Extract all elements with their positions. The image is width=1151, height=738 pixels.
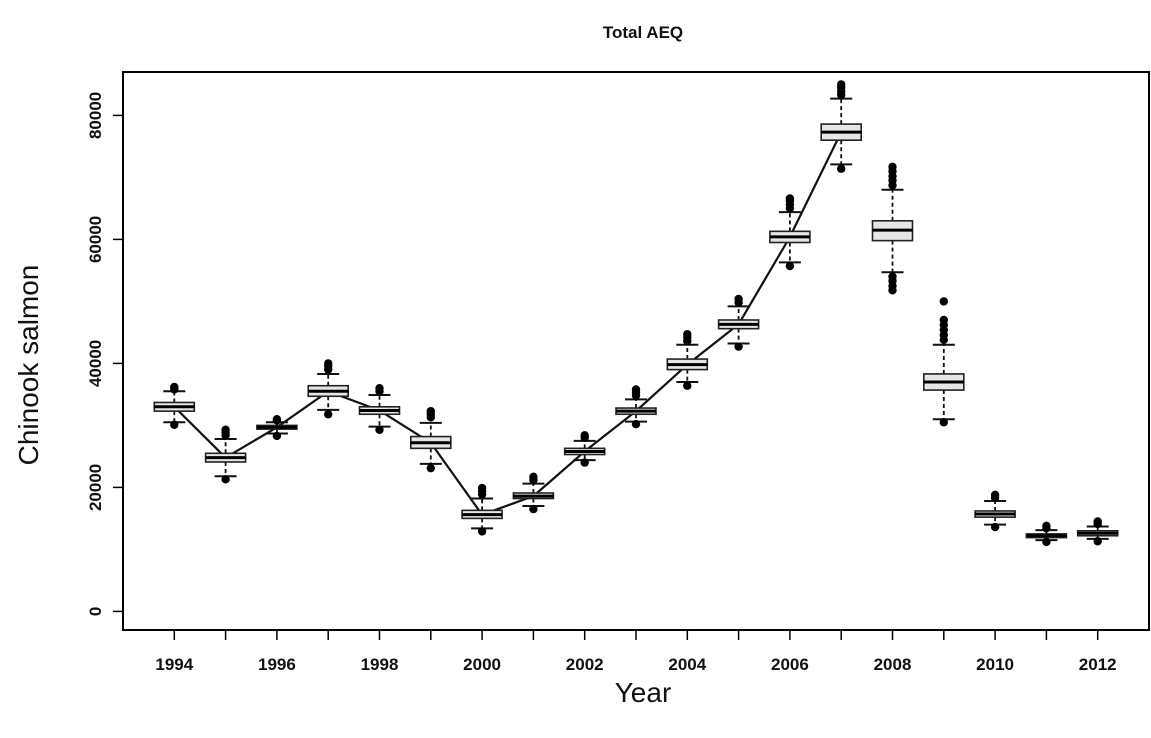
x-tick-label: 2006 [771, 655, 809, 674]
box-1997 [307, 359, 350, 419]
box-2000 [461, 483, 503, 536]
outlier-point [272, 431, 282, 441]
box-1995 [204, 425, 247, 484]
y-axis: 0 20000 40000 60000 80000 [86, 92, 123, 616]
box-2004 [666, 330, 709, 390]
outlier-point [221, 475, 230, 484]
outlier-point [170, 382, 179, 392]
x-tick-label: 2008 [874, 655, 912, 674]
outlier-point [785, 261, 795, 271]
x-tick-label: 2002 [566, 655, 604, 674]
outlier-point [939, 418, 948, 427]
outlier-point [939, 315, 948, 325]
outlier-point [477, 483, 487, 493]
outlier-point [529, 504, 538, 514]
box-2011 [1025, 521, 1068, 547]
box-2001 [512, 472, 555, 514]
outlier-point [580, 431, 589, 440]
outlier-point [324, 410, 333, 419]
outlier-point [734, 294, 743, 304]
outlier-point [683, 381, 692, 390]
outlier-point [324, 359, 333, 368]
x-tick-label: 1994 [155, 655, 193, 674]
x-axis-title: Year [615, 677, 672, 708]
box-2003 [615, 385, 657, 429]
x-tick-label: 2000 [463, 655, 501, 674]
y-tick-label: 60000 [86, 216, 105, 263]
outlier-point [888, 286, 897, 295]
box-layer [153, 80, 1119, 547]
box-2005 [717, 294, 760, 351]
outlier-point [683, 330, 692, 339]
outlier-point [1093, 517, 1102, 526]
y-tick-label: 20000 [86, 464, 105, 511]
x-tick-label: 2004 [668, 655, 706, 674]
outlier-point [221, 425, 230, 434]
y-axis-title: Chinook salmon [13, 265, 44, 466]
outlier-point [580, 458, 589, 467]
box-2009 [922, 297, 965, 427]
outlier-point [837, 80, 846, 89]
box-2012 [1076, 517, 1119, 546]
chart-title: Total AEQ [603, 23, 683, 42]
x-tick-label: 2012 [1079, 655, 1117, 674]
outlier-point [375, 384, 384, 393]
outlier-point [477, 527, 487, 536]
y-tick-label: 80000 [86, 92, 105, 139]
box-1994 [153, 382, 196, 429]
outlier-point [1093, 537, 1102, 546]
outlier-point [785, 194, 795, 203]
y-tick-label: 0 [86, 607, 105, 616]
box-2006 [769, 194, 811, 271]
outlier-point [631, 385, 641, 394]
x-tick-label: 1996 [258, 655, 296, 674]
outlier-point [272, 415, 282, 424]
plot-frame [122, 71, 1150, 631]
outlier-point [990, 490, 1000, 500]
outlier-point [426, 463, 435, 473]
outlier-point [170, 420, 179, 429]
box-1999 [409, 406, 452, 473]
box-2008 [871, 162, 914, 295]
outlier-point [939, 297, 948, 306]
x-axis: 1994 1996 1998 2000 2002 2004 2006 2008 2010 2012 [155, 630, 1117, 674]
outlier-point [1042, 521, 1051, 531]
box-2010 [974, 490, 1016, 532]
outlier-point [1042, 537, 1051, 547]
outlier-point [734, 342, 743, 351]
outlier-point [426, 406, 435, 416]
box-1996 [256, 415, 298, 441]
x-tick-label: 1998 [361, 655, 399, 674]
outlier-point [837, 164, 846, 173]
y-tick-label: 40000 [86, 340, 105, 387]
outlier-point [990, 522, 1000, 532]
box-1998 [358, 384, 401, 434]
box-2002 [563, 431, 606, 467]
outlier-point [529, 472, 538, 482]
box-2007 [820, 80, 863, 173]
outlier-point [888, 162, 897, 172]
outlier-point [375, 425, 384, 434]
outlier-point [631, 419, 641, 429]
x-tick-label: 2010 [976, 655, 1014, 674]
